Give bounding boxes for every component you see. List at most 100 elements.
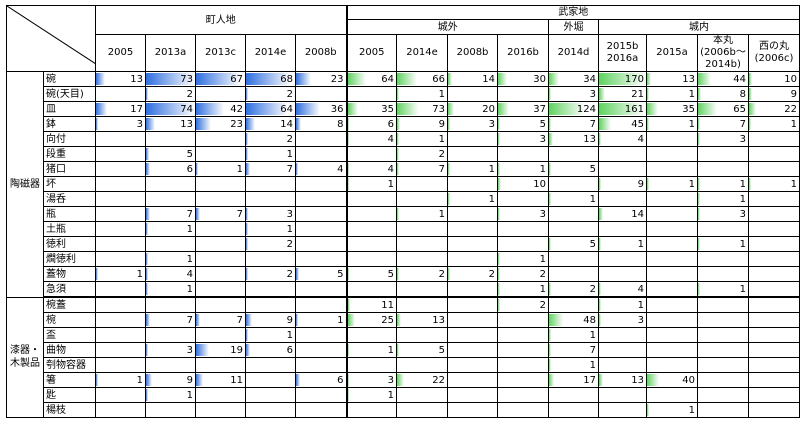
value-bar [96, 268, 98, 280]
value-bar [498, 73, 508, 85]
table-cell: 42 [195, 101, 246, 117]
table-cell [646, 266, 699, 282]
table-cell [598, 402, 648, 418]
value-bar [196, 208, 201, 220]
cell-value: 1 [589, 329, 597, 341]
row-item-label: 猪口 [43, 161, 96, 177]
table-cell [748, 221, 800, 237]
value-bar [549, 118, 551, 130]
value-bar [146, 344, 148, 356]
value-bar [146, 374, 152, 386]
cell-value: 1 [539, 163, 547, 175]
table-cell: 2 [396, 266, 449, 282]
table-cell [294, 146, 348, 162]
cell-value: 1 [688, 404, 696, 416]
cell-value: 1 [637, 238, 645, 250]
table-cell [95, 131, 146, 147]
cell-value: 2 [286, 238, 293, 250]
table-cell [748, 281, 800, 298]
table-cell: 9 [396, 116, 449, 132]
value-bar [196, 344, 209, 356]
value-bar [549, 88, 551, 100]
table-cell [95, 206, 146, 222]
value-bar [146, 223, 148, 235]
column-header: 2016b [497, 34, 550, 72]
row-item-label: 蓋物 [43, 266, 96, 282]
table-cell: 1 [345, 176, 398, 192]
table-cell: 170 [598, 71, 648, 87]
cell-value: 1 [136, 374, 143, 386]
table-cell [646, 327, 699, 343]
table-cell [748, 131, 800, 147]
table-cell: 1 [396, 131, 449, 147]
table-cell: 22 [396, 372, 449, 388]
table-cell [294, 221, 348, 237]
cell-value: 9 [637, 178, 645, 190]
table-cell: 2 [497, 296, 550, 313]
value-bar [549, 374, 554, 386]
cell-value: 1 [539, 253, 547, 265]
cell-value: 2 [186, 88, 193, 100]
value-bar [196, 163, 198, 175]
value-bar [498, 118, 501, 130]
table-cell [345, 191, 398, 207]
table-cell [396, 327, 449, 343]
table-cell: 20 [447, 101, 499, 117]
cell-value: 35 [381, 103, 395, 115]
table-cell [396, 251, 449, 267]
value-bar [599, 208, 603, 220]
table-cell [548, 221, 600, 237]
value-bar [146, 88, 148, 100]
cell-value: 1 [739, 178, 747, 190]
table-cell: 22 [748, 101, 800, 117]
table-cell: 2 [548, 281, 600, 298]
cell-value: 1 [589, 193, 597, 205]
row-item-label: 徳利 [43, 236, 96, 252]
value-bar [599, 178, 602, 190]
table-cell [447, 357, 499, 373]
value-bar [599, 103, 644, 115]
table-cell [245, 296, 296, 313]
table-cell [345, 402, 398, 418]
table-cell: 25 [345, 312, 398, 328]
cell-value: 3 [589, 88, 597, 100]
table-cell [447, 206, 499, 222]
cell-value: 17 [583, 374, 597, 386]
cell-value: 4 [337, 163, 344, 175]
table-cell: 5 [548, 161, 600, 177]
table-cell [646, 281, 699, 298]
table-cell: 6 [294, 372, 348, 388]
table-cell: 4 [345, 161, 398, 177]
table-cell: 7 [145, 312, 196, 328]
table-cell [396, 176, 449, 192]
table-cell: 4 [345, 131, 398, 147]
row-item-label: 刳物容器 [43, 357, 96, 373]
table-cell [748, 372, 800, 388]
table-cell: 1 [497, 251, 550, 267]
cell-value: 6 [387, 118, 395, 130]
cell-value: 3 [637, 314, 645, 326]
cell-value: 124 [576, 103, 597, 115]
table-row: 段重 5 1 2 [7, 146, 800, 162]
table-cell [697, 387, 750, 403]
table-row: 急須 1 1 2 4 1 [7, 281, 800, 298]
value-bar [246, 268, 248, 280]
table-cell [447, 296, 499, 313]
table-cell [697, 296, 750, 313]
table-cell: 9 [598, 176, 648, 192]
table-cell [345, 327, 398, 343]
value-bar [698, 193, 701, 205]
table-row: 曲物 3 19 6 1 5 7 [7, 342, 800, 358]
table-cell: 3 [95, 116, 146, 132]
table-cell [95, 296, 146, 313]
cell-value: 11 [230, 374, 243, 386]
table-cell [447, 146, 499, 162]
value-bar [246, 118, 256, 130]
table-cell [497, 342, 550, 358]
table-cell [646, 191, 699, 207]
table-cell: 5 [294, 266, 348, 282]
value-bar [549, 344, 551, 356]
cell-value: 1 [790, 118, 798, 130]
table-cell [646, 221, 699, 237]
table-cell [195, 176, 246, 192]
